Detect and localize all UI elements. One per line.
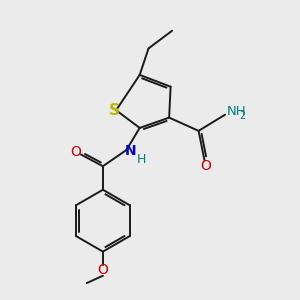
Text: O: O	[70, 145, 81, 159]
Text: O: O	[98, 263, 108, 277]
Text: O: O	[200, 159, 211, 172]
Text: S: S	[109, 103, 120, 118]
Text: H: H	[137, 153, 146, 166]
Text: N: N	[125, 145, 137, 158]
Text: NH: NH	[226, 105, 246, 118]
Text: 2: 2	[240, 111, 246, 121]
